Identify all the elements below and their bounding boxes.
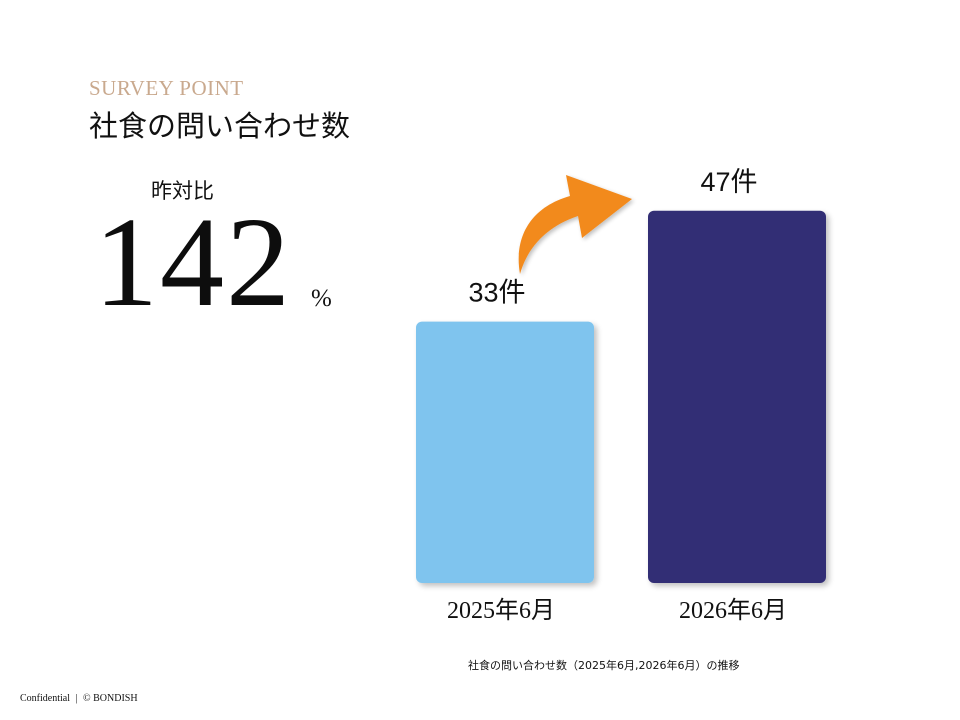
kpi-label: 昨対比 — [151, 179, 214, 203]
kpi-unit: % — [311, 285, 332, 312]
page-title: 社食の問い合わせ数 — [89, 109, 351, 143]
footer-confidential: Confidential — [20, 693, 70, 704]
kpi-value: 142 — [94, 191, 292, 333]
footer: Confidential | © BONDISH — [20, 693, 138, 704]
footer-copyright: © BONDISH — [83, 693, 138, 704]
footer-separator: | — [75, 693, 78, 704]
bar-value-label: 33件 — [468, 278, 525, 308]
bar-value-label: 47件 — [700, 167, 757, 197]
trend-arrow-icon — [518, 175, 632, 274]
bar-2 — [648, 210, 826, 583]
bar-1 — [416, 321, 594, 583]
eyebrow-label: SURVEY POINT — [89, 76, 244, 100]
chart-caption: 社食の問い合わせ数（2025年6月,2026年6月）の推移 — [468, 659, 740, 672]
x-axis-category-label: 2026年6月 — [679, 597, 787, 624]
x-axis-category-label: 2025年6月 — [447, 597, 555, 624]
